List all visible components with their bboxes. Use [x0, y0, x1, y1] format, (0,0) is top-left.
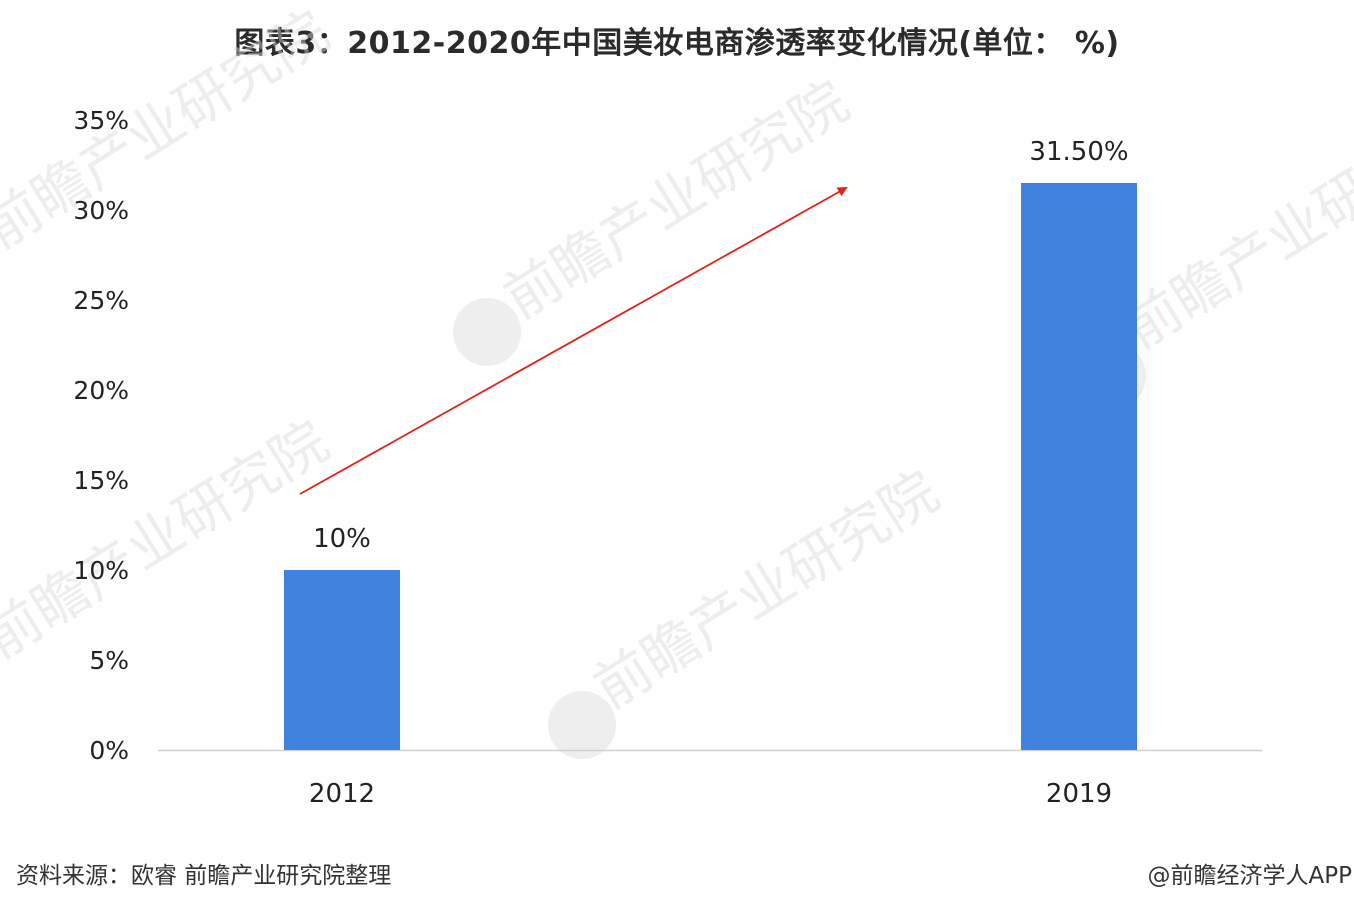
bar: [284, 570, 400, 750]
watermark-text: 前瞻产业研究院: [0, 0, 340, 262]
source-note: 资料来源：欧睿 前瞻产业研究院整理: [16, 863, 392, 889]
x-axis: 2012 2019: [309, 779, 1112, 809]
y-axis: 0% 5% 10% 15% 20% 25% 30% 35%: [73, 106, 129, 765]
trend-arrow: [299, 187, 848, 495]
watermark-logo: [548, 691, 616, 759]
y-tick-label: 20%: [73, 376, 129, 405]
y-tick-label: 30%: [73, 196, 129, 225]
y-tick-label: 15%: [73, 466, 129, 495]
y-tick-label: 35%: [73, 106, 129, 135]
watermark-text: 前瞻产业研究院: [583, 459, 950, 722]
x-tick-label: 2019: [1046, 779, 1112, 809]
x-tick-label: 2012: [309, 779, 375, 809]
watermark-text: 前瞻产业研究院: [493, 69, 860, 332]
y-tick-label: 25%: [73, 286, 129, 315]
y-tick-label: 5%: [89, 646, 129, 675]
y-tick-label: 0%: [89, 736, 129, 765]
watermark: 前瞻产业研究院 前瞻产业研究院 前瞻产业研究院 前瞻产业研究院 前瞻产业研究院: [0, 0, 1354, 759]
data-label: 10%: [313, 524, 371, 554]
watermark-logo: [453, 298, 521, 366]
chart-title: 图表3：2012-2020年中国美妆电商渗透率变化情况(单位： %): [234, 26, 1120, 61]
watermark-text: 前瞻产业研究院: [1113, 99, 1354, 362]
data-labels: 10% 31.50%: [313, 137, 1128, 554]
credit-note: @前瞻经济学人APP: [1147, 863, 1352, 889]
bars: [284, 183, 1137, 750]
y-tick-label: 10%: [73, 556, 129, 585]
bar: [1021, 183, 1137, 750]
data-label: 31.50%: [1029, 137, 1128, 167]
